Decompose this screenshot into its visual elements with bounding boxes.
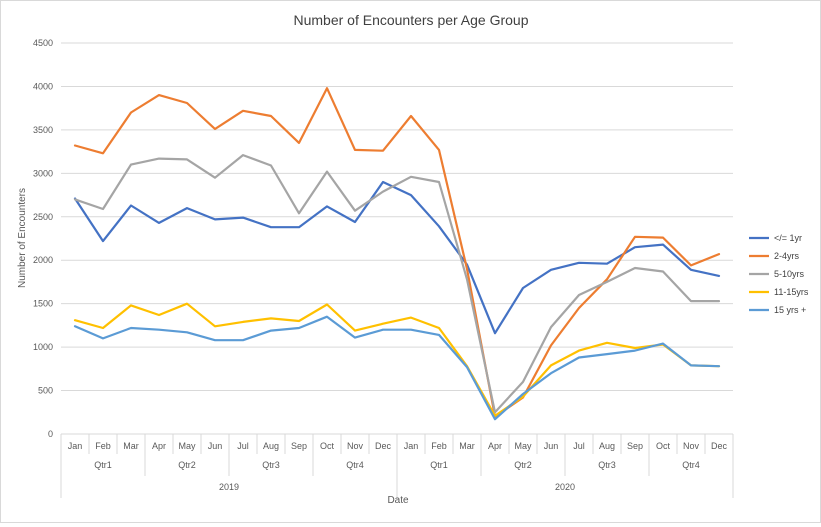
- series-line: [73, 154, 721, 414]
- y-tick-label: 2500: [33, 212, 53, 222]
- legend: </= 1yr 2-4yrs 5-10yrs 11-15yrs 15 yrs +: [749, 233, 809, 315]
- y-tick-label: 4000: [33, 81, 53, 91]
- x-tick-label: Jan: [68, 441, 83, 451]
- series-line: [73, 180, 721, 335]
- x-tick-label: Apr: [152, 441, 166, 451]
- x-tick-label: Dec: [711, 441, 728, 451]
- x-tick-label: Apr: [488, 441, 502, 451]
- legend-label: 2-4yrs: [774, 251, 800, 261]
- series-line: [73, 87, 721, 418]
- x-axis-title: Date: [387, 495, 409, 506]
- series-group: [73, 87, 721, 421]
- x-tick-label: May: [514, 441, 532, 451]
- year-label: 2019: [219, 482, 239, 492]
- y-tick-label: 0: [48, 429, 53, 439]
- x-tick-label: Jun: [208, 441, 223, 451]
- x-tick-label: Oct: [320, 441, 335, 451]
- quarter-label: Qtr2: [178, 460, 196, 470]
- year-label: 2020: [555, 482, 575, 492]
- x-tick-label: Aug: [599, 441, 615, 451]
- legend-label: 5-10yrs: [774, 269, 805, 279]
- y-axis-title: Number of Encounters: [17, 188, 28, 288]
- quarter-label: Qtr1: [430, 460, 448, 470]
- y-tick-label: 1500: [33, 299, 53, 309]
- quarter-label: Qtr1: [94, 460, 112, 470]
- x-tick-label: Nov: [683, 441, 700, 451]
- quarter-label: Qtr3: [598, 460, 616, 470]
- x-tick-label: Feb: [431, 441, 447, 451]
- x-tick-label: Nov: [347, 441, 364, 451]
- x-tick-label: Dec: [375, 441, 392, 451]
- legend-label: 15 yrs +: [774, 305, 806, 315]
- x-tick-label: Jan: [404, 441, 419, 451]
- y-tick-label: 2000: [33, 255, 53, 265]
- quarter-label: Qtr2: [514, 460, 532, 470]
- gridlines: [61, 42, 733, 435]
- x-tick-label: Jul: [237, 441, 249, 451]
- series-line: [73, 315, 721, 421]
- x-tick-label: Oct: [656, 441, 671, 451]
- quarter-label: Qtr4: [346, 460, 364, 470]
- y-tick-label: 4500: [33, 38, 53, 48]
- series-line: [73, 302, 721, 417]
- x-tick-label: May: [178, 441, 196, 451]
- y-tick-label: 3500: [33, 125, 53, 135]
- legend-label: </= 1yr: [774, 233, 802, 243]
- x-tick-label: Jul: [573, 441, 585, 451]
- y-tick-label: 500: [38, 386, 53, 396]
- x-tick-label: Aug: [263, 441, 279, 451]
- x-tick-label: Jun: [544, 441, 559, 451]
- y-tick-label: 1000: [33, 342, 53, 352]
- x-tick-label: Mar: [123, 441, 139, 451]
- x-tick-label: Sep: [291, 441, 307, 451]
- quarter-label: Qtr3: [262, 460, 280, 470]
- legend-label: 11-15yrs: [774, 287, 809, 297]
- x-axis: Jan Feb Mar Apr May Jun Jul Aug Sep Oct Nov Dec Jan F…: [60, 434, 734, 498]
- x-tick-label: Mar: [459, 441, 475, 451]
- quarter-label: Qtr4: [682, 460, 700, 470]
- y-tick-label: 3000: [33, 168, 53, 178]
- x-tick-label: Sep: [627, 441, 643, 451]
- chart-title: Number of Encounters per Age Group: [293, 12, 528, 28]
- x-tick-label: Feb: [95, 441, 111, 451]
- y-axis-ticks: 0 500 1000 1500 2000 2500 3000 3500 4000 4500: [33, 38, 53, 439]
